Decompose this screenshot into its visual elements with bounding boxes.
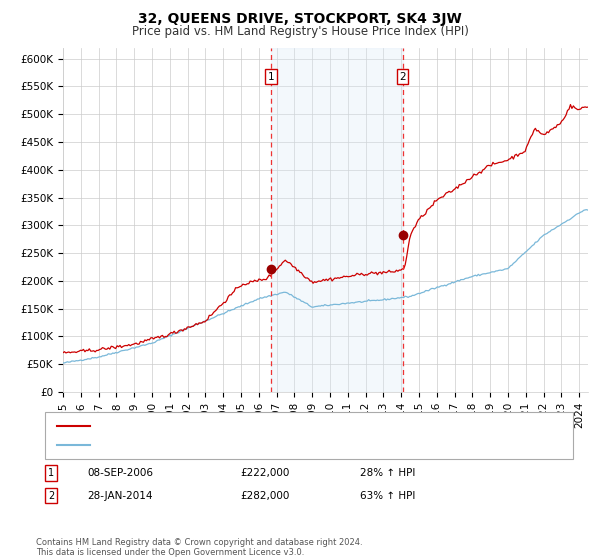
Text: 2: 2	[48, 491, 54, 501]
Text: £222,000: £222,000	[240, 468, 289, 478]
Text: 28% ↑ HPI: 28% ↑ HPI	[360, 468, 415, 478]
Text: 1: 1	[48, 468, 54, 478]
Text: Contains HM Land Registry data © Crown copyright and database right 2024.
This d: Contains HM Land Registry data © Crown c…	[36, 538, 362, 557]
Text: 2: 2	[399, 72, 406, 82]
Text: 32, QUEENS DRIVE, STOCKPORT, SK4 3JW: 32, QUEENS DRIVE, STOCKPORT, SK4 3JW	[138, 12, 462, 26]
Bar	[271, 48, 403, 392]
Text: £282,000: £282,000	[240, 491, 289, 501]
Text: 28-JAN-2014: 28-JAN-2014	[87, 491, 152, 501]
Text: Price paid vs. HM Land Registry's House Price Index (HPI): Price paid vs. HM Land Registry's House …	[131, 25, 469, 38]
Text: 08-SEP-2006: 08-SEP-2006	[87, 468, 153, 478]
Text: 32, QUEENS DRIVE, STOCKPORT, SK4 3JW (semi-detached house): 32, QUEENS DRIVE, STOCKPORT, SK4 3JW (se…	[96, 421, 436, 431]
Text: HPI: Average price, semi-detached house, Stockport: HPI: Average price, semi-detached house,…	[96, 440, 368, 450]
Text: 1: 1	[268, 72, 274, 82]
Text: 63% ↑ HPI: 63% ↑ HPI	[360, 491, 415, 501]
